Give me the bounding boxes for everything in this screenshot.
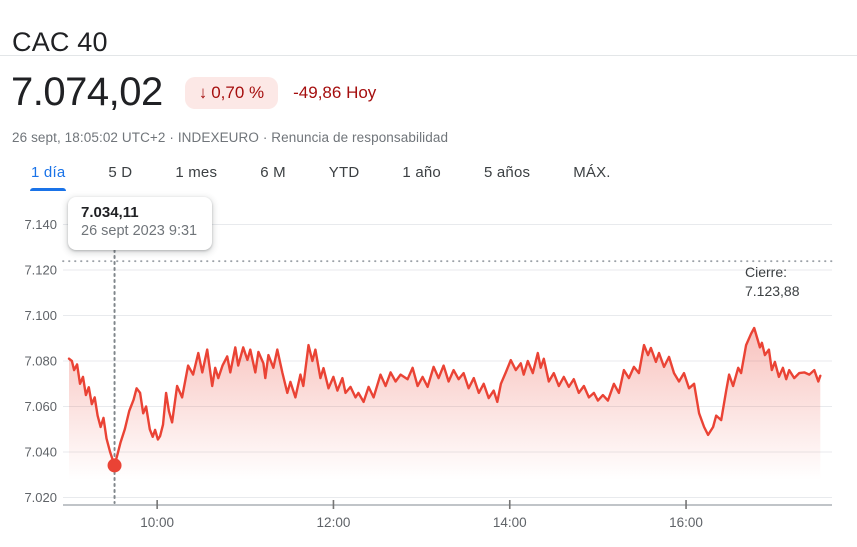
y-axis-label: 7.140 (24, 217, 57, 232)
header-divider (0, 55, 857, 56)
y-axis-label: 7.080 (24, 354, 57, 369)
tab-1m[interactable]: 1 mes (174, 160, 218, 191)
quote-meta-text: 26 sept, 18:05:02 UTC+2 · INDEXEURO · (12, 130, 272, 145)
page-title: CAC 40 (12, 27, 108, 58)
y-axis-label: 7.020 (24, 490, 57, 505)
range-tabs: 1 día 5 D 1 mes 6 M YTD 1 año 5 años MÁX. (30, 160, 612, 191)
tab-max[interactable]: MÁX. (572, 160, 611, 191)
down-arrow-icon: ↓ (198, 82, 208, 102)
chart-tooltip: 7.034,11 26 sept 2023 9:31 (68, 197, 212, 250)
tooltip-date: 26 sept 2023 9:31 (81, 223, 198, 239)
current-price: 7.074,02 (11, 70, 163, 114)
quote-header: 7.074,02 ↓ 0,70 % -49,86 Hoy (11, 70, 376, 115)
change-amount: -49,86 Hoy (293, 82, 377, 102)
tab-1d[interactable]: 1 día (30, 160, 67, 191)
x-axis-label: 14:00 (493, 515, 527, 530)
x-axis-label: 10:00 (140, 515, 174, 530)
price-line (67, 326, 822, 467)
tab-1y[interactable]: 1 año (401, 160, 442, 191)
tooltip-value: 7.034,11 (81, 204, 139, 221)
tab-6m[interactable]: 6 M (259, 160, 287, 191)
tab-5y[interactable]: 5 años (483, 160, 531, 191)
change-percent: 0,70 % (211, 82, 265, 102)
y-axis-label: 7.120 (24, 263, 57, 278)
tab-5d[interactable]: 5 D (107, 160, 133, 191)
tab-ytd[interactable]: YTD (328, 160, 361, 191)
y-axis-label: 7.040 (24, 445, 57, 460)
disclaimer-link[interactable]: Renuncia de responsabilidad (271, 130, 449, 145)
y-axis-label: 7.060 (24, 399, 57, 414)
y-axis-label: 7.100 (24, 308, 57, 323)
close-label: Cierre: 7.123,88 (745, 263, 800, 301)
x-axis-label: 16:00 (669, 515, 703, 530)
change-badge: ↓ 0,70 % (184, 76, 279, 109)
x-axis-label: 12:00 (317, 515, 351, 530)
low-point-marker (107, 458, 122, 473)
area-fill (69, 328, 821, 498)
close-label-title: Cierre: (745, 264, 788, 280)
quote-meta: 26 sept, 18:05:02 UTC+2 · INDEXEURO · Re… (12, 130, 448, 145)
close-label-value: 7.123,88 (745, 283, 800, 299)
